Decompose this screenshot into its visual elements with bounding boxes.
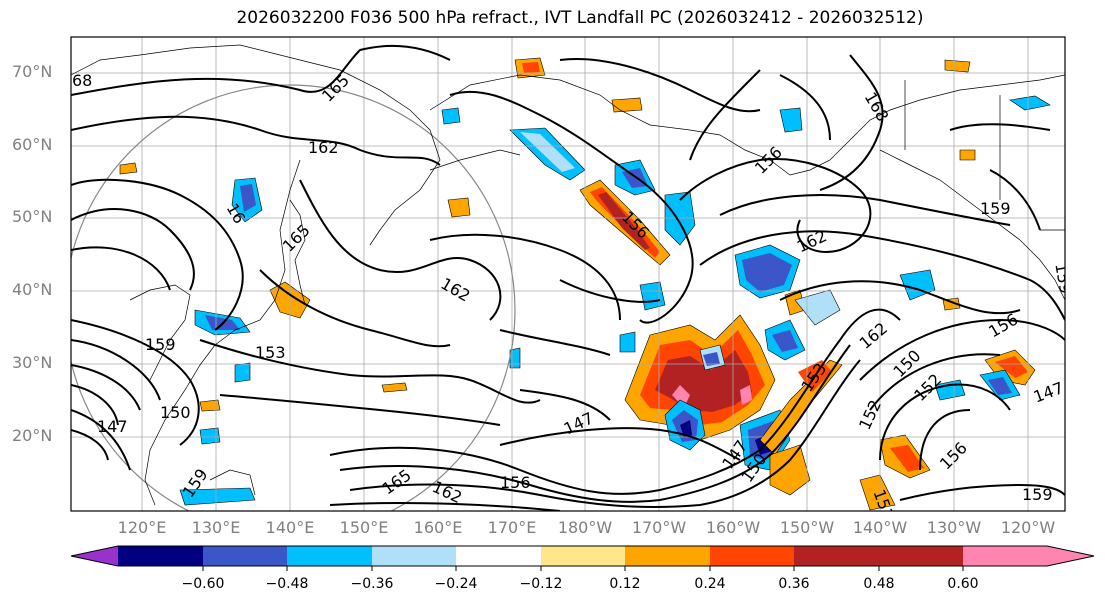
- lon-label: 150°W: [779, 518, 835, 537]
- lon-label: 160°W: [705, 518, 761, 537]
- range-ring: [71, 84, 516, 511]
- colorbar-extend-high: [1047, 546, 1094, 566]
- lon-label: 120°E: [117, 518, 167, 537]
- lon-label: 150°E: [339, 518, 389, 537]
- colorbar-tick-label: 0.48: [863, 576, 895, 592]
- lon-label: 130°W: [926, 518, 982, 537]
- lat-label: 50°N: [12, 207, 53, 226]
- height-contours: [71, 44, 1065, 511]
- lon-label: 140°E: [265, 518, 315, 537]
- colorbar-segment: [456, 546, 541, 566]
- colorbar-segment: [372, 546, 456, 566]
- colorbar-tick-label: 0.24: [694, 576, 726, 592]
- lon-label: 120°W: [1000, 518, 1056, 537]
- contour-label: 153: [255, 343, 286, 362]
- colorbar-tick-label: −0.12: [519, 576, 563, 592]
- contour-label: 150: [160, 403, 191, 422]
- colorbar-extend-low: [71, 546, 118, 566]
- colorbar-segment: [287, 546, 372, 566]
- colorbar-segment: [203, 546, 287, 566]
- map-frame: [70, 36, 1066, 512]
- colorbar-segment: [879, 546, 963, 566]
- lat-label: 60°N: [12, 135, 53, 154]
- colorbar-tick-label: −0.36: [350, 576, 394, 592]
- colorbar-segment: [625, 546, 710, 566]
- map-title: 2026032200 F036 500 hPa refract., IVT La…: [236, 8, 924, 28]
- contour-label: 162: [308, 138, 339, 157]
- lon-label: 170°E: [487, 518, 537, 537]
- lat-label: 20°N: [12, 426, 53, 445]
- lon-label: 160°E: [413, 518, 463, 537]
- colorbar-segment: [118, 546, 203, 566]
- coastlines: [71, 44, 1065, 506]
- contour-label: 68: [72, 71, 92, 90]
- lon-label: 180°W: [557, 518, 613, 537]
- colorbar-tick-label: −0.24: [434, 576, 478, 592]
- colorbar: [70, 545, 1095, 571]
- contour-label: 159: [980, 199, 1011, 218]
- colorbar-tick-label: 0.12: [609, 576, 641, 592]
- lat-label: 70°N: [12, 62, 53, 81]
- contour-label: 147: [97, 417, 128, 436]
- lon-label: 130°E: [191, 518, 241, 537]
- lat-label: 40°N: [12, 280, 53, 299]
- colorbar-tick-label: −0.60: [181, 576, 225, 592]
- colorbar-tick-label: −0.48: [265, 576, 309, 592]
- colorbar-outline: [70, 545, 1095, 567]
- colorbar-segment: [794, 546, 879, 566]
- graticule: [71, 37, 1065, 511]
- colorbar-segment: [541, 546, 625, 566]
- lon-label: 170°W: [631, 518, 687, 537]
- colorbar-tick-label: 0.60: [947, 576, 979, 592]
- lon-label: 140°W: [852, 518, 908, 537]
- colorbar-tick-label: 0.36: [778, 576, 810, 592]
- lat-label: 30°N: [12, 353, 53, 372]
- contour-label: 159: [1022, 485, 1053, 504]
- contour-label: 156: [500, 473, 531, 492]
- contour-label: 159: [145, 335, 176, 354]
- colorbar-segment: [963, 546, 1047, 566]
- colorbar-segment: [710, 546, 794, 566]
